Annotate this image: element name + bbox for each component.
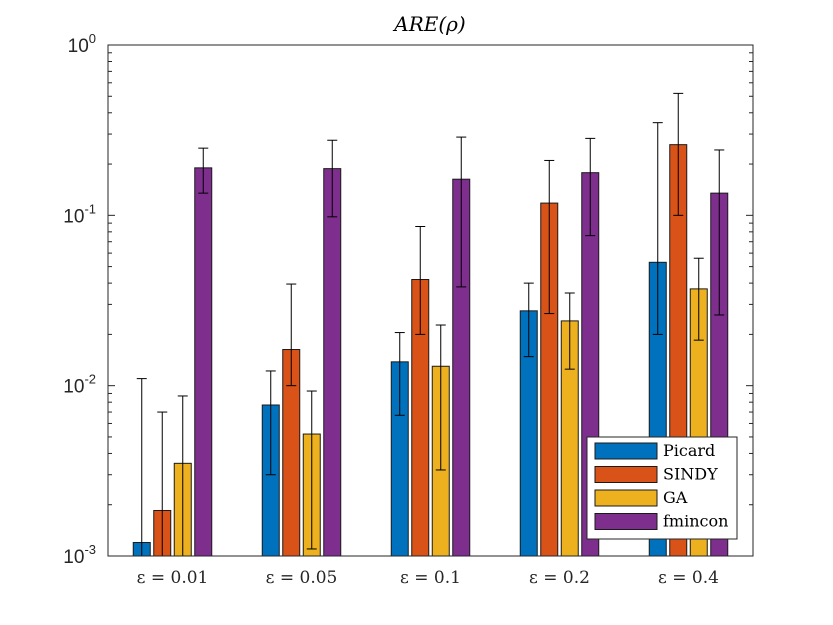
error-bars-layer xyxy=(136,92,725,556)
error-bar-picard-3 xyxy=(394,332,405,416)
legend-swatch-ga xyxy=(594,489,658,507)
legend-label-ga: GA xyxy=(663,488,688,507)
x-tick-label-3: ε = 0.1 xyxy=(400,568,461,588)
error-bar-sindy-4 xyxy=(544,159,555,315)
error-bar-sindy-1 xyxy=(157,411,168,556)
x-axis: ε = 0.01 ε = 0.05 ε = 0.1 ε = 0.2 ε = 0.4 xyxy=(137,568,719,588)
plot-area-frame xyxy=(107,44,754,557)
x-tick-label-2: ε = 0.05 xyxy=(266,568,338,588)
legend-swatch-fmincon xyxy=(594,513,658,530)
error-bar-ga-4 xyxy=(564,292,575,370)
y-tick-label: 100 xyxy=(68,31,96,57)
bar-fmincon-2 xyxy=(323,168,342,557)
x-tick-label-5: ε = 0.4 xyxy=(658,568,719,588)
bar-fmincon-1 xyxy=(194,167,213,557)
error-bar-ga-5 xyxy=(693,257,704,341)
error-bar-ga-1 xyxy=(177,395,188,556)
legend-swatch-sindy xyxy=(594,466,658,483)
error-bar-picard-1 xyxy=(136,378,147,556)
error-bar-fmincon-5 xyxy=(714,149,725,316)
y-axis: 10-3 10-2 10-1 100 xyxy=(63,31,753,568)
error-bar-ga-2 xyxy=(306,390,317,550)
error-bar-fmincon-4 xyxy=(585,137,596,237)
error-bar-sindy-2 xyxy=(286,283,297,387)
y-tick-label: 10-2 xyxy=(63,372,96,398)
y-tick-label: 10-1 xyxy=(63,201,96,227)
chart-title: ARE(ρ) xyxy=(392,12,465,36)
legend-swatch-picard xyxy=(594,442,658,460)
error-bar-sindy-5 xyxy=(673,92,684,216)
legend: Picard SINDY GA fmincon xyxy=(586,436,738,540)
error-bar-picard-2 xyxy=(265,370,276,476)
x-tick-label-1: ε = 0.01 xyxy=(137,568,209,588)
x-tick-label-4: ε = 0.2 xyxy=(529,568,590,588)
legend-label-sindy: SINDY xyxy=(663,465,718,484)
error-bar-picard-4 xyxy=(523,282,534,358)
error-bar-picard-5 xyxy=(652,122,663,335)
legend-label-picard: Picard xyxy=(663,441,715,460)
error-bar-fmincon-2 xyxy=(327,139,338,218)
error-bar-ga-3 xyxy=(435,324,446,471)
error-bar-fmincon-3 xyxy=(456,136,467,288)
error-bar-sindy-3 xyxy=(415,225,426,335)
legend-label-fmincon: fmincon xyxy=(663,512,728,531)
error-bar-fmincon-1 xyxy=(198,147,209,194)
y-tick-label: 10-3 xyxy=(63,542,96,568)
